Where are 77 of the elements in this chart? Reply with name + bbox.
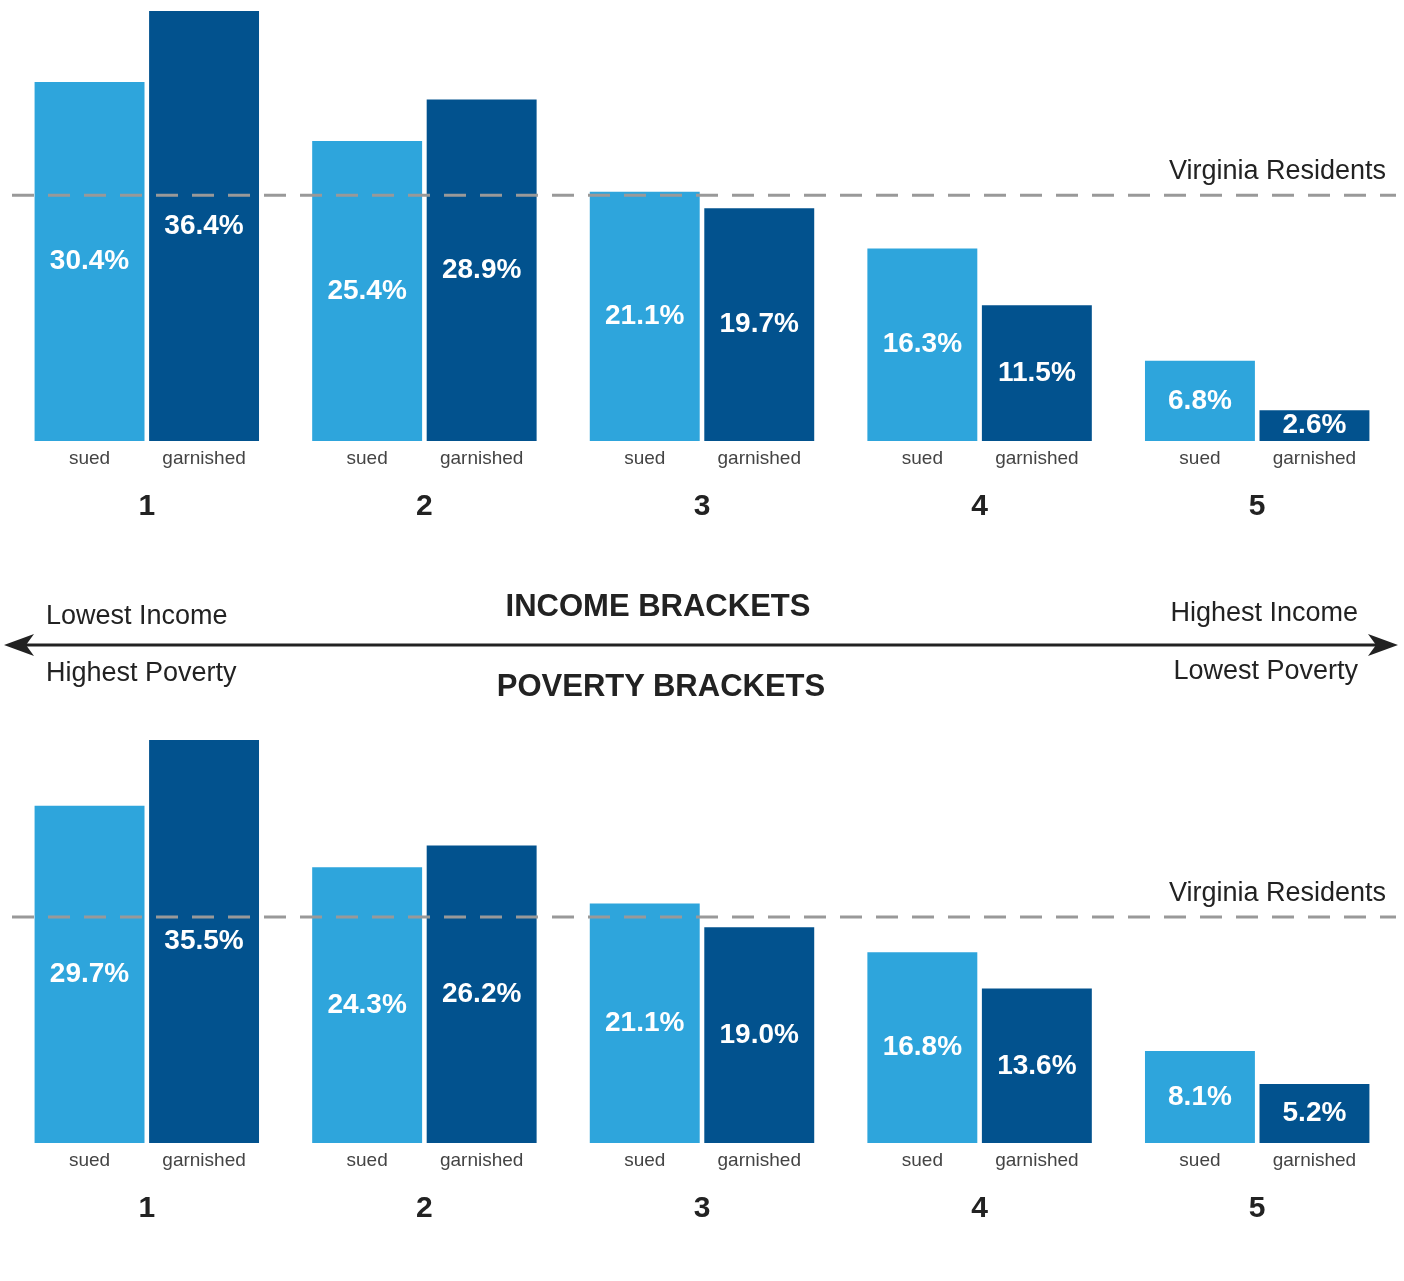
bar <box>1259 1083 1370 1143</box>
data-label: 11.5% <box>997 355 1076 387</box>
data-label: 8.1% <box>1168 1079 1232 1111</box>
bar <box>589 903 700 1143</box>
bar <box>34 81 145 441</box>
text: sued <box>1179 447 1221 469</box>
data-label: 19.7% <box>719 307 800 339</box>
data-label: 28.9% <box>441 253 522 285</box>
text: sued <box>346 447 388 469</box>
text: sued <box>346 1149 388 1171</box>
data-label: 25.4% <box>327 273 407 305</box>
data-label: 29.7% <box>49 957 130 989</box>
bar <box>1144 360 1255 441</box>
text: sued <box>901 447 943 469</box>
ref-line-label: Virginia Residents <box>1168 155 1386 186</box>
bar <box>149 11 260 441</box>
data-label: 19.0% <box>719 1017 800 1049</box>
bar <box>1144 1051 1255 1143</box>
bar <box>312 140 423 441</box>
bar <box>149 740 260 1143</box>
text: Lowest Poverty <box>1173 655 1358 686</box>
x-tick-label: 1 <box>138 488 156 522</box>
chart-title: POVERTY BRACKETS <box>496 668 826 703</box>
bar <box>589 191 700 441</box>
bar <box>34 805 145 1143</box>
data-label: 35.5% <box>164 924 244 956</box>
bar <box>981 305 1092 441</box>
bar <box>426 845 537 1143</box>
bar <box>704 927 815 1143</box>
x-tick-label: 4 <box>971 1190 989 1224</box>
bar <box>981 988 1092 1143</box>
x-tick-label: 3 <box>693 1190 711 1224</box>
data-label: 6.8% <box>1168 383 1232 415</box>
text: garnished <box>439 1149 524 1171</box>
text: sued <box>1179 1149 1221 1171</box>
text: garnished <box>1272 447 1357 469</box>
data-label: 26.2% <box>441 977 522 1009</box>
bar <box>426 99 537 441</box>
text: garnished <box>995 1149 1079 1171</box>
ref-line-label: Virginia Residents <box>1168 877 1386 908</box>
text: garnished <box>439 447 524 469</box>
text: garnished <box>717 1149 801 1171</box>
series-label: sued <box>68 447 111 469</box>
bar <box>867 952 978 1143</box>
bar <box>704 208 815 441</box>
x-tick-label: 1 <box>138 1190 156 1224</box>
data-label: 16.3% <box>882 327 963 359</box>
data-label: 21.1% <box>605 299 685 331</box>
bar <box>312 867 423 1143</box>
data-label: 13.6% <box>997 1048 1077 1080</box>
text: Highest Poverty <box>46 657 237 688</box>
x-tick-label: 2 <box>416 488 433 522</box>
data-label: 16.8% <box>882 1030 963 1062</box>
x-tick-label: 3 <box>693 488 711 522</box>
text: Highest Income <box>1170 597 1358 628</box>
text: sued <box>901 1149 943 1171</box>
series-label: garnished <box>162 447 246 469</box>
text: garnished <box>1272 1149 1357 1171</box>
text: garnished <box>717 447 801 469</box>
text: sued <box>624 447 666 469</box>
data-label: 36.4% <box>164 208 244 240</box>
x-tick-label: 5 <box>1248 1190 1266 1224</box>
bar <box>867 248 978 441</box>
data-label: 21.1% <box>605 1005 685 1037</box>
series-label: sued <box>68 1149 111 1171</box>
x-tick-label: 2 <box>416 1190 433 1224</box>
x-tick-label: 5 <box>1248 488 1266 522</box>
x-tick-label: 4 <box>971 488 989 522</box>
series-label: garnished <box>162 1149 246 1171</box>
data-label: 5.2% <box>1282 1096 1347 1128</box>
text: Lowest Income <box>46 600 228 631</box>
text: garnished <box>995 447 1079 469</box>
data-label: 30.4% <box>49 244 130 276</box>
text: sued <box>624 1149 666 1171</box>
x-axis-title: INCOME BRACKETS <box>505 588 811 623</box>
data-label: 2.6% <box>1282 408 1347 440</box>
data-label: 24.3% <box>327 987 407 1019</box>
